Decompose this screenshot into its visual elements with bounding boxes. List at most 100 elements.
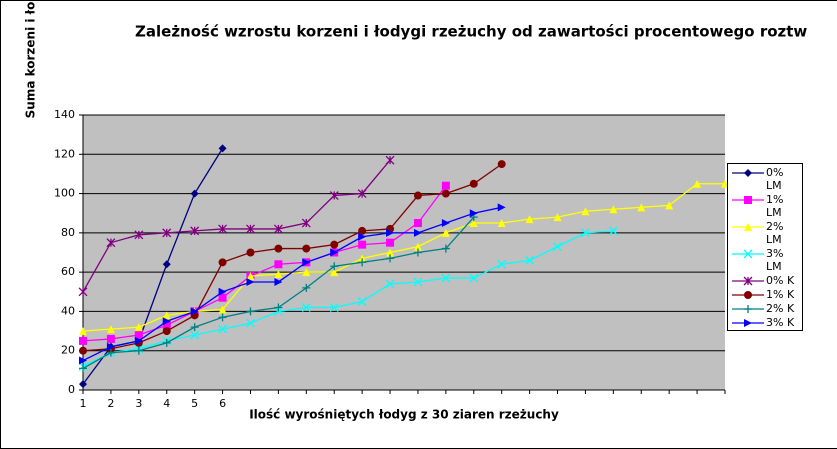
y-tick-label: 100 [54,187,75,200]
marker [358,226,367,235]
marker [274,260,283,269]
marker [441,181,450,190]
marker [106,342,115,351]
y-tick-label: 20 [61,344,75,357]
marker [134,230,144,240]
marker [357,297,367,307]
marker [743,276,753,286]
series-line [82,185,447,342]
marker [218,324,228,334]
legend-label: 2% K [766,302,795,315]
legend-entry: 3% K [730,316,802,329]
marker [553,213,562,222]
marker [218,313,227,322]
legend-swatch [732,305,764,313]
marker [385,155,395,165]
marker [329,191,339,200]
marker [301,303,311,312]
marker [665,201,674,210]
marker [330,248,339,257]
marker [580,228,590,238]
marker [637,203,646,212]
legend-label: 1% LM [766,193,784,219]
x-tick-label: 3 [135,397,142,410]
legend-entry: 2% K [730,302,802,315]
marker [79,364,87,373]
y-tick-label: 140 [54,108,75,121]
legend-swatch [732,169,764,177]
marker [609,205,618,214]
marker [413,219,422,228]
marker [330,240,339,249]
chart-title: Zależność wzrostu korzeni i łodygi rzeżu… [135,23,807,41]
marker [218,287,227,296]
marker [162,228,172,238]
marker [134,323,143,332]
x-tick-label: 5 [191,397,198,410]
marker [218,224,228,234]
y-tick-label: 0 [68,383,75,396]
marker [246,277,255,286]
marker [190,323,199,332]
marker [386,248,395,257]
x-axis-label: Ilość wyrośniętych łodyg z 30 ziaren rze… [249,408,559,422]
legend-label: 2% LM [766,220,784,246]
y-tick-label: 60 [61,265,75,278]
marker [469,179,478,188]
marker [743,249,753,259]
marker [386,238,395,247]
marker [525,215,534,224]
marker [190,226,200,236]
marker [330,262,339,271]
marker [190,189,199,198]
marker [525,255,535,265]
marker [246,224,255,234]
marker [162,260,171,269]
marker [134,336,143,345]
legend-entry: 2% LM [730,220,802,246]
marker [441,219,450,228]
legend-swatch [732,291,764,299]
y-tick-label: 40 [61,304,75,317]
legend-label: 0% K [766,274,795,287]
marker [274,244,283,253]
plot-area [83,115,725,390]
marker [608,226,618,236]
legend-label: 3% LM [766,247,784,273]
legend: 0% LM 1% LM 2% LM 3% LM 0% K 1% K 2% K 3% K [727,163,803,331]
marker [469,219,478,228]
marker [79,327,87,336]
x-tick-label: 4 [163,397,170,410]
marker [469,209,478,218]
marker [302,244,311,253]
marker [190,307,199,316]
marker [246,318,255,328]
legend-entry: 1% K [730,288,802,301]
legend-entry: 3% LM [730,247,802,273]
marker [246,272,255,281]
marker [386,254,395,263]
marker [358,258,367,267]
legend-label: 1% K [766,288,795,301]
marker [358,240,367,249]
legend-swatch [732,196,764,204]
marker [553,242,562,252]
marker [744,196,752,204]
marker [302,268,311,277]
legend-entry: 1% LM [730,193,802,219]
marker [134,331,143,339]
marker [79,346,87,355]
marker [218,293,227,302]
marker [218,258,227,267]
series-line [82,163,503,352]
marker [106,325,115,334]
marker [469,273,479,283]
legend-swatch [732,276,764,286]
legend-swatch [732,223,764,231]
marker [497,160,506,169]
marker [441,273,451,283]
marker [79,380,87,389]
marker [744,305,752,313]
marker [302,258,311,267]
